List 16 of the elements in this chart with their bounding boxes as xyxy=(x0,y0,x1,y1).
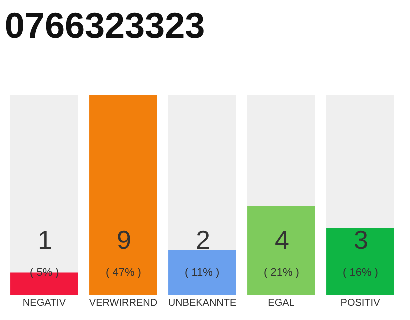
x-tick-label: UNBEKANNTE xyxy=(168,298,237,309)
annotation: ( 16% ) xyxy=(343,267,378,279)
bar xyxy=(168,250,236,295)
data-label: 4 xyxy=(275,225,290,255)
data-label: 9 xyxy=(117,225,132,255)
x-tick-label: NEGATIV xyxy=(22,298,66,309)
annotation: ( 47% ) xyxy=(106,267,142,279)
chart-title: 0766323323 xyxy=(4,5,206,46)
annotation: ( 11% ) xyxy=(185,267,220,279)
data-label: 1 xyxy=(38,225,52,255)
data-label: 2 xyxy=(196,225,210,255)
data-label: 3 xyxy=(354,225,368,255)
x-tick-label: EGAL xyxy=(268,298,296,309)
x-tick-label: POSITIV xyxy=(340,298,381,309)
annotation: ( 21% ) xyxy=(264,267,300,279)
x-tick-label: VERWIRREND xyxy=(89,298,158,309)
